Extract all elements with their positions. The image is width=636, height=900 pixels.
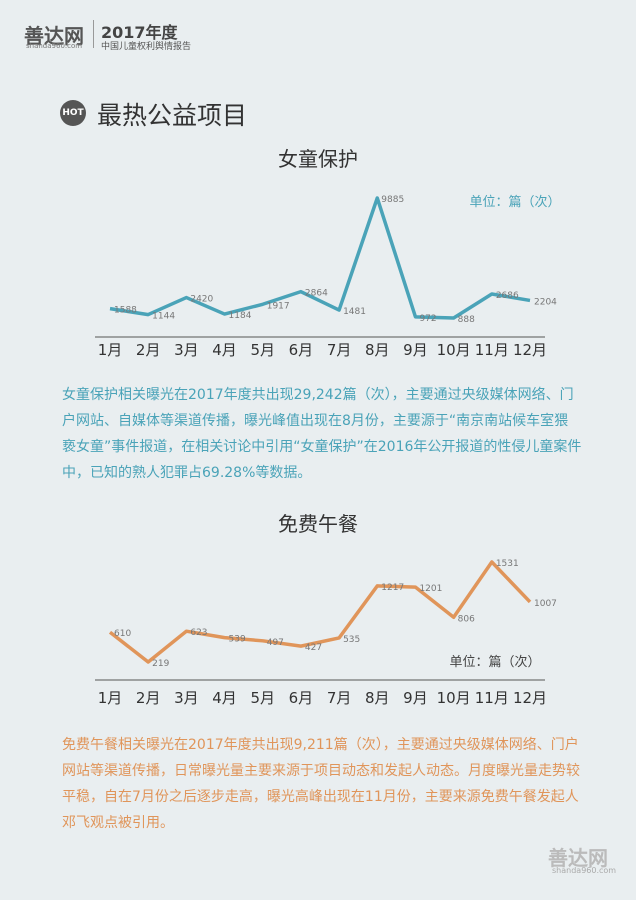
header-year: 2017年度 [101, 23, 178, 42]
x-tick-label: 7月 [327, 689, 352, 707]
x-tick-label: 6月 [289, 689, 314, 707]
data-label: 535 [343, 635, 360, 645]
paragraph: 女童保护相关曝光在2017年度共出现29,242篇（次），主要通过央级媒体网络、… [62, 387, 582, 481]
footer-logo: 善达网 [548, 846, 608, 870]
unit-label: 单位：篇（次） [469, 194, 560, 210]
chart-title: 女童保护 [278, 147, 358, 171]
x-tick-label: 5月 [250, 341, 275, 359]
unit-label: 单位：篇（次） [449, 654, 540, 670]
hot-icon: HOT [60, 100, 86, 126]
x-tick-label: 2月 [136, 341, 161, 359]
x-tick-label: 2月 [136, 689, 161, 707]
x-tick-label: 5月 [250, 689, 275, 707]
data-label: 2204 [534, 297, 557, 307]
data-label: 1481 [343, 307, 366, 317]
paragraph: 免费午餐相关曝光在2017年度共出现9,211篇（次），主要通过央级媒体网络、门… [62, 737, 580, 831]
data-label: 1007 [534, 599, 557, 609]
data-line [108, 560, 532, 664]
data-label: 1217 [381, 583, 404, 593]
data-label: 623 [190, 628, 207, 638]
x-tick-label: 3月 [174, 341, 199, 359]
data-label: 1144 [152, 312, 175, 322]
data-label: 539 [229, 635, 246, 645]
x-tick-label: 4月 [212, 689, 237, 707]
data-line [109, 196, 531, 320]
x-tick-label: 8月 [365, 689, 390, 707]
data-label: 2420 [190, 295, 213, 305]
footer-site: shanda960.com [552, 866, 617, 875]
x-tick-label: 10月 [437, 689, 471, 707]
data-label: 2864 [305, 289, 328, 299]
data-label: 1917 [267, 301, 290, 311]
section-title: 最热公益项目 [97, 101, 248, 130]
data-label: 972 [419, 314, 436, 324]
data-label: 806 [458, 614, 475, 624]
x-tick-label: 9月 [403, 689, 428, 707]
data-label: 1531 [496, 559, 519, 569]
data-label: 1201 [419, 584, 442, 594]
x-tick-label: 3月 [174, 689, 199, 707]
x-tick-label: 9月 [403, 341, 428, 359]
x-tick-label: 7月 [327, 341, 352, 359]
x-tick-label: 6月 [289, 341, 314, 359]
data-label: 610 [114, 629, 131, 639]
x-tick-label: 8月 [365, 341, 390, 359]
x-tick-label: 4月 [212, 341, 237, 359]
x-tick-label: 1月 [98, 689, 123, 707]
x-tick-label: 10月 [437, 341, 471, 359]
header-divider [93, 20, 94, 48]
x-tick-label: 11月 [475, 689, 509, 707]
data-label: 427 [305, 643, 322, 653]
data-label: 1184 [229, 311, 252, 321]
data-label: 2686 [496, 291, 519, 301]
chart-title: 免费午餐 [278, 512, 358, 536]
data-label: 1588 [114, 306, 137, 316]
data-label: 219 [152, 659, 169, 669]
data-label: 9885 [381, 195, 404, 205]
x-tick-label: 11月 [475, 341, 509, 359]
header-report: 中国儿童权利舆情报告 [101, 42, 192, 52]
x-tick-label: 12月 [513, 689, 547, 707]
x-tick-label: 1月 [98, 341, 123, 359]
data-label: 497 [267, 638, 284, 648]
data-label: 888 [458, 315, 475, 325]
header-logo: 善达网 [24, 24, 84, 48]
x-tick-label: 12月 [513, 341, 547, 359]
header-site: shanda960.com [26, 42, 83, 50]
